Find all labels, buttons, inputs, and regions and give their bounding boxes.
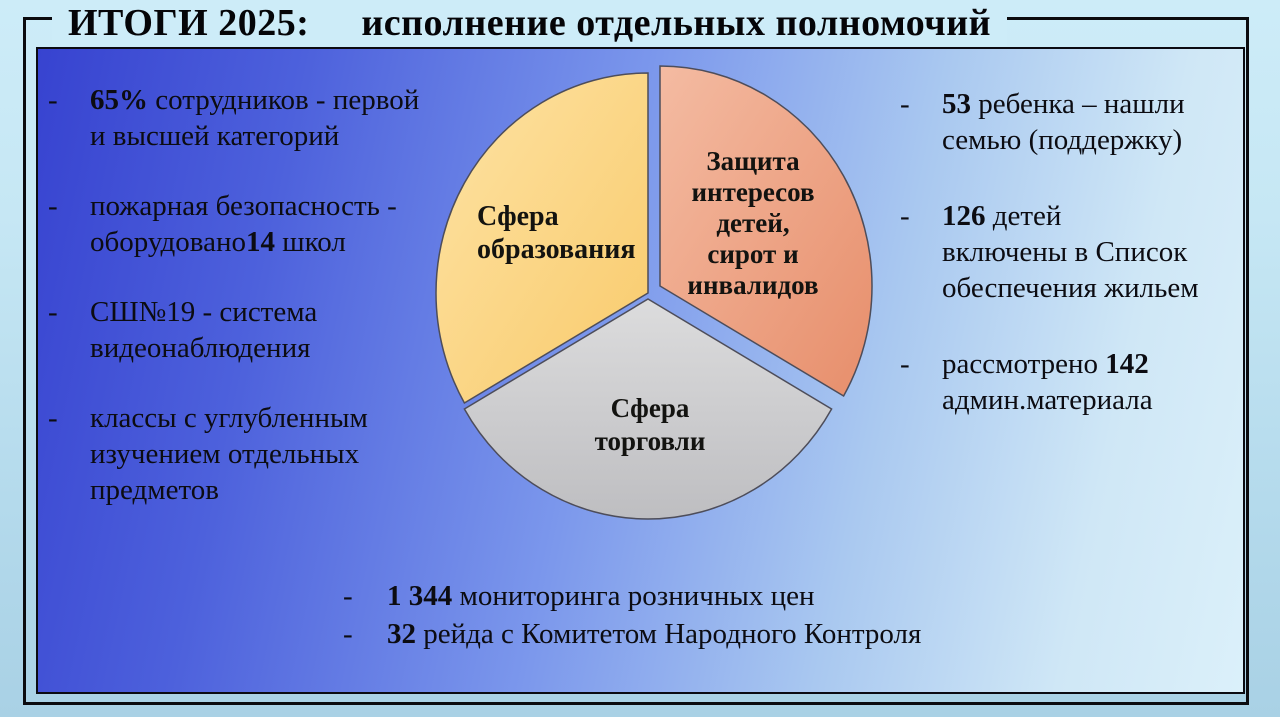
title-results-label: ИТОГИ 2025: <box>68 2 310 44</box>
pie-slice-education <box>435 72 649 405</box>
pie-slice-trade <box>463 298 833 520</box>
bullet-dash: - <box>48 190 58 222</box>
text-bold: 142 <box>1105 348 1149 380</box>
text-rest: школ <box>275 226 346 258</box>
text-pre: рассмотрено <box>942 348 1106 380</box>
bullet-dash: - <box>48 84 58 116</box>
page-title: ИТОГИ 2025: исполнение отдельных полномо… <box>52 0 1007 46</box>
pie-slice-protection <box>659 65 873 398</box>
list-item: - СШ№19 - система видеонаблюдения <box>48 294 478 366</box>
list-item: - пожарная безопасность - оборудовано14 … <box>48 188 478 260</box>
bottom-bullet-list: - 1 344 мониторинга розничных цен - 32 р… <box>343 577 1163 653</box>
right-bullet-list: - 53 ребенка – нашли семью (поддержку) -… <box>900 86 1230 458</box>
bullet-text: 126 детей включены в Список обеспечения … <box>942 198 1199 306</box>
text-rest: рейда с Комитетом Народного Контроля <box>416 618 922 650</box>
bullet-text: СШ№19 - система видеонаблюдения <box>90 294 317 366</box>
text-bold: 65% <box>90 84 148 116</box>
text-bold: 53 <box>942 88 971 120</box>
title-subject-label: исполнение отдельных полномочий <box>361 2 991 44</box>
text-rest: детей включены в Список обеспечения жиль… <box>942 200 1199 304</box>
text-pre: пожарная безопасность - оборудовано <box>90 190 397 258</box>
text-bold: 14 <box>246 226 276 258</box>
text-rest: ребенка – нашли семью (поддержку) <box>942 88 1185 156</box>
pie-label-education: Сфера образования <box>477 201 636 265</box>
bullet-text: рассмотрено 142 админ.материала <box>942 346 1153 418</box>
text-bold: 126 <box>942 200 986 232</box>
left-bullet-list: - 65% сотрудников - первой и высшей кате… <box>48 82 478 542</box>
bullet-dash: - <box>900 200 910 232</box>
bullet-text: 32 рейда с Комитетом Народного Контроля <box>387 615 921 653</box>
list-item: - 32 рейда с Комитетом Народного Контрол… <box>343 615 1163 653</box>
bullet-dash: - <box>48 402 58 434</box>
bullet-dash: - <box>343 618 353 650</box>
text-pre: классы с углубленным изучением отдельных… <box>90 402 368 506</box>
bullet-dash: - <box>343 580 353 612</box>
bullet-text: 53 ребенка – нашли семью (поддержку) <box>942 86 1185 158</box>
text-rest: мониторинга розничных цен <box>452 580 815 612</box>
text-bold: 32 <box>387 618 416 650</box>
list-item: - 1 344 мониторинга розничных цен <box>343 577 1163 615</box>
text-bold: 1 344 <box>387 580 453 612</box>
bullet-dash: - <box>900 348 910 380</box>
text-rest: админ.материала <box>942 384 1153 416</box>
list-item: - 126 детей включены в Список обеспечени… <box>900 198 1230 306</box>
bullet-text: 65% сотрудников - первой и высшей катего… <box>90 82 419 154</box>
bullet-dash: - <box>48 296 58 328</box>
list-item: - рассмотрено 142 админ.материала <box>900 346 1230 418</box>
text-pre: СШ№19 - система видеонаблюдения <box>90 296 318 364</box>
list-item: - 65% сотрудников - первой и высшей кате… <box>48 82 478 154</box>
bullet-text: пожарная безопасность - оборудовано14 шк… <box>90 188 397 260</box>
pie-label-trade: Сфера торговли <box>594 393 706 456</box>
pie-label-protection: Защита интересов детей, сирот и инвалидо… <box>687 146 819 300</box>
bullet-text: классы с углубленным изучением отдельных… <box>90 400 368 508</box>
list-item: - 53 ребенка – нашли семью (поддержку) <box>900 86 1230 158</box>
bullet-text: 1 344 мониторинга розничных цен <box>387 577 814 615</box>
list-item: - классы с углубленным изучением отдельн… <box>48 400 478 508</box>
bullet-dash: - <box>900 88 910 120</box>
text-rest: сотрудников - первой и высшей категорий <box>90 84 420 152</box>
